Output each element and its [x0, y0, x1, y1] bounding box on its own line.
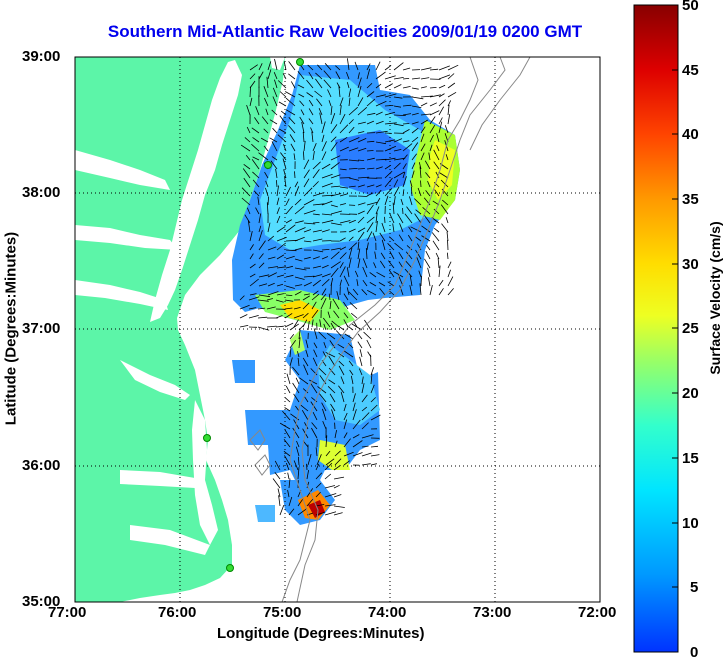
colorbar-tick-label: 30 [682, 256, 699, 273]
y-tick-label: 35:00 [22, 593, 60, 610]
x-tick-label: 75:00 [263, 604, 301, 621]
colorbar-label: Surface Velocity (cm/s) [707, 198, 723, 398]
velocity-vector [403, 208, 404, 214]
velocity-vector [421, 276, 422, 286]
velocity-vector [385, 217, 386, 223]
colorbar-tick-label: 45 [682, 62, 699, 79]
x-tick-label: 72:00 [578, 604, 616, 621]
y-tick-label: 39:00 [22, 48, 60, 65]
radar-site-marker [265, 162, 272, 169]
velocity-vector [295, 171, 296, 178]
y-axis-label: Latitude (Degrees:Minutes) [3, 224, 20, 434]
y-tick-label: 37:00 [22, 320, 60, 337]
colorbar-tick-label: 35 [682, 191, 699, 208]
colorbar-tick-label: 20 [682, 385, 699, 402]
colorbar-tick-label: 40 [682, 126, 699, 143]
colorbar-tick-label: 0 [690, 644, 698, 661]
x-axis-label: Longitude (Degrees:Minutes) [217, 625, 425, 642]
x-tick-label: 74:00 [368, 604, 406, 621]
colorbar-tick-label: 5 [690, 579, 698, 596]
colorbar-tick-label: 50 [682, 0, 699, 14]
radar-site-marker [297, 59, 304, 66]
velocity-vector [358, 169, 365, 170]
y-tick-label: 36:00 [22, 457, 60, 474]
velocity-vector [403, 124, 409, 125]
velocity-vector [358, 196, 367, 197]
colorbar-tick-label: 25 [682, 320, 699, 337]
velocity-vector [448, 240, 449, 250]
velocity-vector [367, 151, 374, 152]
velocity-vector [307, 464, 308, 470]
y-tick-label: 38:00 [22, 184, 60, 201]
velocity-vector [421, 181, 422, 188]
colorbar-tick-label: 10 [682, 515, 699, 532]
colorbar-tick-label: 15 [682, 450, 699, 467]
x-tick-label: 73:00 [473, 604, 511, 621]
x-tick-label: 76:00 [158, 604, 196, 621]
radar-site-marker [204, 435, 211, 442]
colorbar [634, 5, 678, 652]
radar-site-marker [227, 565, 234, 572]
